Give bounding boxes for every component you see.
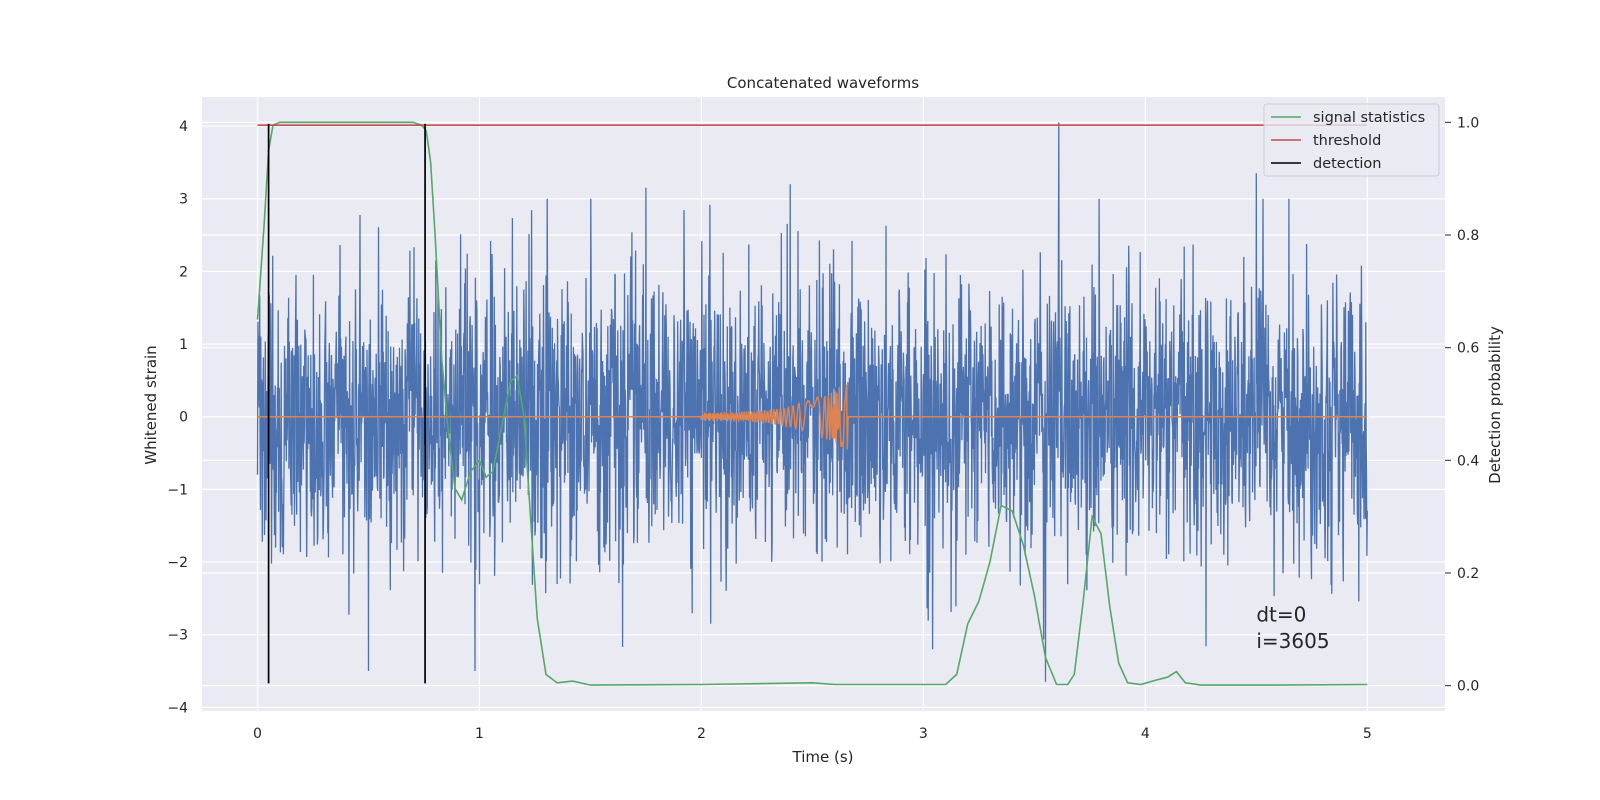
- annotation-0: dt=0: [1256, 603, 1306, 627]
- x-tick-label-4: 4: [1141, 726, 1150, 742]
- signal-statistics-series: [256, 121, 1368, 686]
- left-y-tick-label-8: −4: [167, 700, 188, 716]
- x-tick-label-3: 3: [919, 726, 928, 742]
- left-y-tick-label-0: 4: [179, 119, 188, 135]
- left-y-tick-label-7: −3: [167, 628, 188, 644]
- chart-title: Concatenated waveforms: [727, 74, 919, 92]
- right-y-tick-label-4: 0.2: [1457, 566, 1479, 582]
- x-tick-label-0: 0: [253, 726, 262, 742]
- right-y-tick-label-3: 0.4: [1457, 453, 1479, 469]
- right-y-axis-ticks: 1.0 0.8 0.6 0.4 0.2 0.0: [1445, 115, 1479, 695]
- x-tick-label-1: 1: [475, 726, 484, 742]
- left-y-tick-label-1: 3: [179, 192, 188, 208]
- injection-series: [257, 384, 1368, 450]
- annotations: dt=0i=3605: [1256, 603, 1329, 653]
- legend-box: [1263, 103, 1440, 177]
- left-y-axis-ticks: 4 3 2 1 0 −1 −2 −3 −4: [167, 119, 188, 716]
- x-axis-ticks: 0 1 2 3 4 5: [253, 726, 1372, 742]
- left-y-tick-label-5: −1: [167, 482, 188, 498]
- right-y-tick-label-5: 0.0: [1457, 679, 1479, 695]
- annotation-1: i=3605: [1256, 629, 1329, 653]
- right-y-tick-label-1: 0.8: [1457, 228, 1479, 244]
- left-y-tick-label-4: 0: [179, 410, 188, 426]
- x-axis-label: Time (s): [792, 748, 854, 766]
- left-y-tick-label-6: −2: [167, 555, 188, 571]
- legend-label-threshold: threshold: [1313, 133, 1381, 149]
- left-y-tick-label-3: 1: [179, 337, 188, 353]
- legend-label-signal-statistics: signal statistics: [1313, 110, 1425, 126]
- strain-line: [256, 122, 1368, 682]
- right-y-axis-label: Detection probability: [1486, 326, 1504, 484]
- strain-series: [256, 122, 1368, 682]
- injection-line: [257, 384, 1368, 450]
- left-y-axis-label: Whitened strain: [142, 345, 160, 464]
- x-tick-label-5: 5: [1363, 726, 1372, 742]
- x-tick-label-2: 2: [697, 726, 706, 742]
- legend-label-detection: detection: [1313, 156, 1381, 172]
- legend: signal statistics threshold detection: [1263, 103, 1440, 177]
- right-y-tick-label-0: 1.0: [1457, 115, 1479, 131]
- right-y-tick-label-2: 0.6: [1457, 341, 1479, 357]
- left-y-tick-label-2: 2: [179, 264, 188, 280]
- signal-statistics-line: [256, 121, 1368, 686]
- detection-series: [267, 123, 426, 684]
